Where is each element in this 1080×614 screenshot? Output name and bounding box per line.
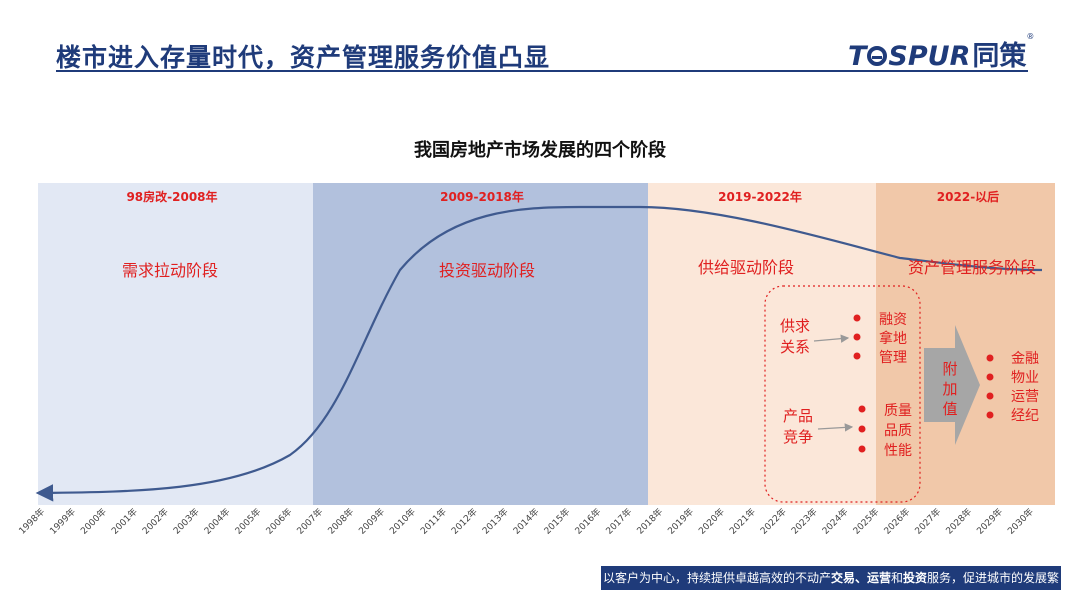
company-logo: T SPUR同策 ® — [848, 32, 1034, 73]
footer-keyword-operation: 运营 — [866, 571, 891, 585]
finance-land-label-3: 管理 — [879, 350, 907, 366]
phase-period-3: 2019-2022年 — [718, 189, 802, 204]
year-tick-label: 2030年 — [1005, 506, 1036, 537]
phase-period-4: 2022-以后 — [937, 189, 999, 204]
phase-band-3 — [648, 183, 876, 505]
year-tick-label: 2025年 — [850, 506, 881, 537]
phase-period-2: 2009-2018年 — [440, 189, 524, 204]
phase-period-1: 98房改-2008年 — [126, 189, 217, 204]
phase-band-1 — [38, 183, 313, 505]
year-tick-label: 2014年 — [510, 506, 541, 537]
footer-sep-1: 、 — [854, 571, 867, 585]
phase-name-4: 资产管理服务阶段 — [908, 258, 1036, 277]
quality-label-2: 品质 — [884, 423, 912, 439]
logo-latin-2: SPUR — [888, 41, 971, 72]
supply-demand-label-2: 关系 — [780, 338, 810, 356]
bullet-dot — [853, 352, 861, 360]
footer-slogan: 以客户为中心，持续提供卓越高效的不动产交易、运营和投资服务，促进城市的发展繁荣 — [601, 566, 1061, 609]
year-tick-label: 2006年 — [263, 506, 294, 537]
year-tick-label: 2022年 — [758, 506, 789, 537]
year-tick-label: 2000年 — [78, 506, 109, 537]
year-tick-label: 2011年 — [418, 506, 449, 537]
year-tick-label: 2012年 — [449, 506, 480, 537]
year-tick-label: 2016年 — [572, 506, 603, 537]
supply-demand-label-1: 供求 — [780, 317, 810, 335]
bullet-dot — [986, 411, 994, 419]
bullet-dot — [853, 314, 861, 322]
footer-suffix: 服务，促进城市的发展繁荣 — [824, 571, 1060, 609]
development-curve — [35, 205, 1043, 502]
bullet-dot — [986, 354, 994, 362]
year-tick-label: 2027年 — [912, 506, 943, 537]
bullet-dot — [858, 425, 866, 433]
year-tick-label: 2010年 — [387, 506, 418, 537]
bullet-dot — [853, 333, 861, 341]
logo-latin-1: T — [848, 41, 867, 72]
year-tick-label: 1998年 — [16, 506, 47, 537]
value-added-label-1: 附 — [942, 360, 957, 378]
bullet-dot — [858, 445, 866, 453]
year-tick-label: 2001年 — [109, 506, 140, 537]
bullet-dot — [986, 392, 994, 400]
value-added-arrow — [924, 325, 980, 445]
service-brokerage: 经纪 — [1011, 408, 1039, 424]
supply-arrow-1 — [813, 334, 850, 343]
year-tick-label: 1999年 — [47, 506, 78, 537]
phase-band-2 — [313, 183, 648, 505]
finance-land-label-2: 拿地 — [879, 330, 907, 347]
diagram-title: 我国房地产市场发展的四个阶段 — [414, 140, 666, 161]
service-operation: 运营 — [1011, 389, 1039, 405]
year-axis: 1998年 1999年 2000年 2001年 2002年 2003年 2004年 2005年… — [16, 506, 1036, 537]
year-tick-label: 2019年 — [665, 506, 696, 537]
year-tick-label: 2018年 — [634, 506, 665, 537]
footer-keyword-trade: 交易 — [830, 571, 855, 585]
page-title: 楼市进入存量时代，资产管理服务价值凸显 — [56, 43, 551, 72]
year-tick-label: 2020年 — [696, 506, 727, 537]
logo-registered-mark: ® — [1026, 32, 1035, 41]
title-divider — [56, 70, 1028, 72]
footer-prefix: 以客户为中心，持续提供卓越高效的不动产 — [602, 571, 831, 585]
year-tick-label: 2003年 — [171, 506, 202, 537]
year-tick-label: 2009年 — [356, 506, 387, 537]
year-tick-label: 2002年 — [140, 506, 171, 537]
year-tick-label: 2013年 — [480, 506, 511, 537]
year-tick-label: 2008年 — [325, 506, 356, 537]
value-added-label-2: 加 — [942, 380, 957, 398]
service-property: 物业 — [1011, 370, 1039, 386]
bullet-dot — [986, 373, 994, 381]
year-tick-label: 2004年 — [201, 506, 232, 537]
quality-label-1: 质量 — [884, 403, 912, 419]
year-tick-label: 2024年 — [819, 506, 850, 537]
product-competition-label-2: 竞争 — [783, 428, 813, 446]
phase-name-3: 供给驱动阶段 — [698, 258, 794, 277]
bullet-dot — [858, 405, 866, 413]
year-tick-label: 2005年 — [232, 506, 263, 537]
year-tick-label: 2007年 — [294, 506, 325, 537]
logo-cn: 同策 — [972, 41, 1027, 72]
year-tick-label: 2021年 — [727, 506, 758, 537]
footer-sep-2: 和 — [891, 571, 904, 585]
supply-arrow-2 — [817, 423, 854, 432]
year-tick-label: 2017年 — [603, 506, 634, 537]
footer-keyword-investment: 投资 — [903, 571, 928, 585]
year-tick-label: 2026年 — [881, 506, 912, 537]
year-tick-label: 2015年 — [541, 506, 572, 537]
logo-globe-icon — [867, 46, 888, 66]
year-tick-label: 2028年 — [943, 506, 974, 537]
phase-name-2: 投资驱动阶段 — [439, 261, 535, 280]
year-tick-label: 2029年 — [974, 506, 1005, 537]
phase-name-1: 需求拉动阶段 — [122, 261, 218, 280]
year-tick-label: 2023年 — [789, 506, 820, 537]
service-finance: 金融 — [1011, 351, 1039, 367]
quality-label-3: 性能 — [884, 443, 912, 459]
finance-land-label-1: 融资 — [879, 312, 907, 328]
phase-band-4 — [876, 183, 1055, 505]
value-added-label-3: 值 — [942, 400, 957, 418]
product-competition-label-1: 产品 — [783, 407, 813, 425]
